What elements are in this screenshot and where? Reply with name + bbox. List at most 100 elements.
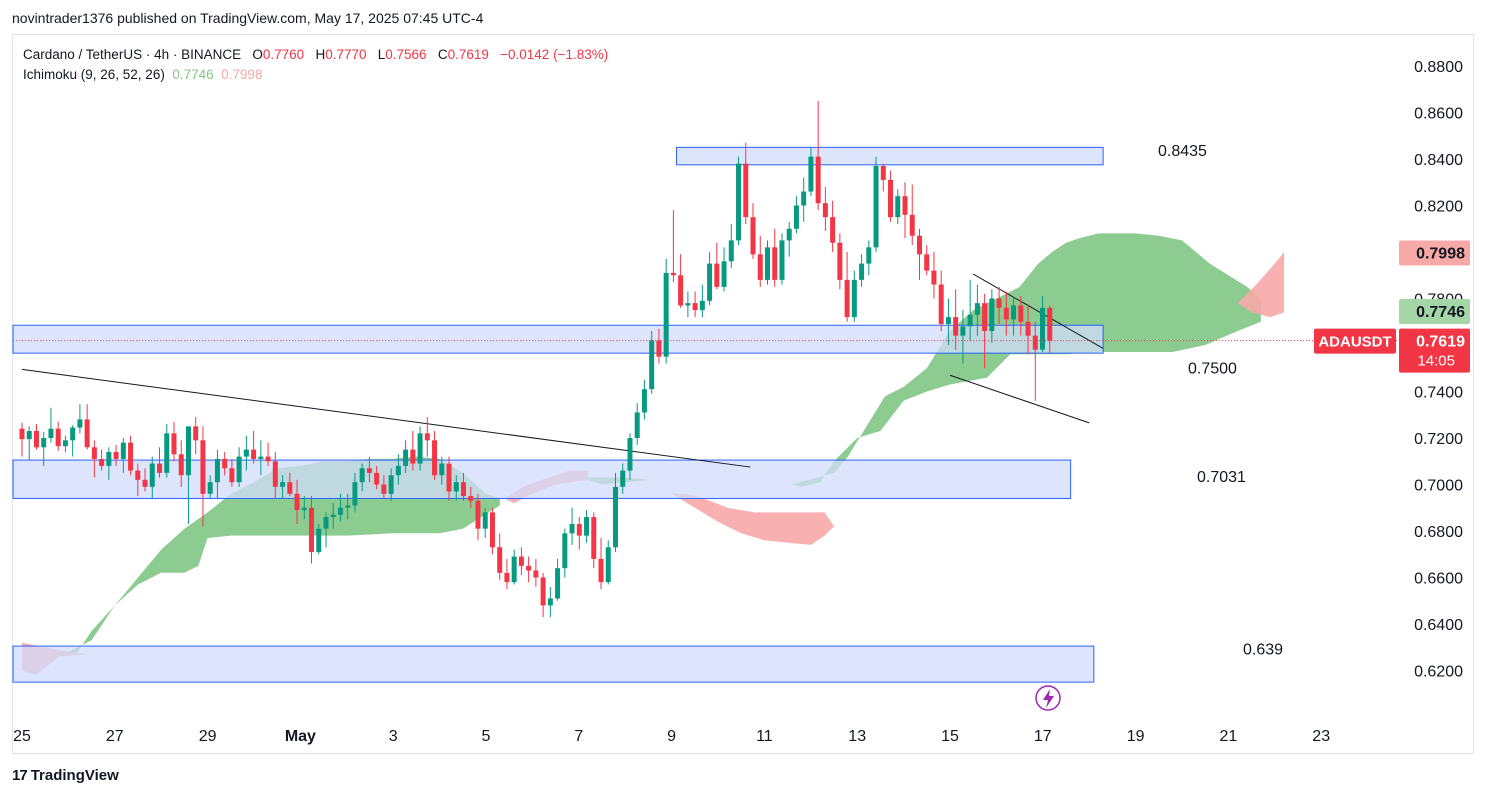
candle-body bbox=[982, 303, 988, 332]
candle-body bbox=[772, 247, 778, 280]
candle-body bbox=[345, 505, 351, 508]
candle-body bbox=[410, 449, 416, 464]
candle-body bbox=[663, 272, 669, 357]
candle-body bbox=[699, 300, 705, 311]
candle-body bbox=[214, 458, 220, 483]
candle-body bbox=[888, 179, 894, 218]
high-value: 0.7770 bbox=[325, 47, 367, 62]
candle-body bbox=[48, 428, 54, 438]
candle-body bbox=[323, 517, 329, 529]
candle-body bbox=[859, 263, 865, 280]
candle-body bbox=[953, 317, 959, 336]
x-axis-tick: 13 bbox=[848, 728, 866, 745]
y-axis-tick: 0.8200 bbox=[1414, 199, 1463, 216]
trendline bbox=[949, 374, 1090, 424]
candle-body bbox=[728, 240, 734, 262]
candle-body bbox=[171, 433, 177, 455]
indicator-label[interactable]: Ichimoku (9, 26, 52, 26) bbox=[23, 67, 165, 82]
symbol-tag-label: ADAUSDT bbox=[1318, 334, 1391, 351]
candle-body bbox=[945, 317, 951, 325]
candle-body bbox=[656, 340, 662, 357]
candle-body bbox=[316, 528, 322, 552]
support-resistance-zone bbox=[12, 324, 1104, 354]
candle-body bbox=[258, 456, 264, 459]
candle-body bbox=[533, 570, 539, 578]
support-resistance-zone bbox=[12, 459, 1072, 499]
candle-body bbox=[84, 419, 90, 448]
candle-body bbox=[381, 484, 387, 494]
low-label: L bbox=[377, 47, 386, 62]
candle-body bbox=[446, 463, 452, 492]
candle-body bbox=[243, 449, 249, 457]
trendline bbox=[972, 273, 1104, 349]
candle-body bbox=[634, 412, 640, 438]
candle-body bbox=[707, 263, 713, 301]
ichimoku-cloud-bullish bbox=[22, 456, 500, 657]
candle-body bbox=[309, 507, 315, 552]
ichimoku-b-value: 0.7998 bbox=[221, 67, 263, 82]
support-resistance-zone bbox=[676, 146, 1104, 166]
candle-body bbox=[33, 431, 39, 448]
candle-body bbox=[280, 482, 286, 487]
candle-body bbox=[931, 270, 937, 285]
candle-body bbox=[880, 165, 886, 180]
candle-body bbox=[504, 572, 510, 583]
candle-body bbox=[511, 556, 517, 583]
candle-body bbox=[366, 468, 372, 473]
candle-body bbox=[1025, 321, 1031, 336]
candle-body bbox=[265, 456, 271, 462]
candle-body bbox=[736, 163, 742, 241]
x-axis-tick: 9 bbox=[667, 728, 676, 745]
candle-body bbox=[113, 451, 119, 459]
candle-body bbox=[468, 496, 474, 501]
axis-price-label: 0.7746 bbox=[1416, 304, 1465, 321]
candle-body bbox=[135, 470, 141, 480]
ichimoku-a-value: 0.7746 bbox=[172, 67, 214, 82]
candle-body bbox=[128, 442, 134, 471]
axis-price-label: 0.7998 bbox=[1416, 245, 1465, 262]
symbol-label[interactable]: Cardano / TetherUS · 4h · BINANCE bbox=[23, 47, 242, 62]
candle-body bbox=[815, 156, 821, 204]
candle-body bbox=[974, 303, 980, 315]
zone-price-label: 0.7031 bbox=[1197, 469, 1246, 486]
candle-body bbox=[685, 303, 691, 306]
candle-body bbox=[714, 263, 720, 287]
change-value: −0.0142 (−1.83%) bbox=[500, 47, 609, 62]
x-axis-tick: 15 bbox=[941, 728, 959, 745]
candle-body bbox=[540, 577, 546, 606]
candle-body bbox=[222, 458, 228, 469]
candle-body bbox=[461, 482, 467, 497]
candle-body bbox=[178, 454, 184, 476]
candle-body bbox=[678, 275, 684, 306]
lightning-bolt-icon bbox=[1043, 689, 1054, 708]
candle-body bbox=[989, 298, 995, 332]
candle-body bbox=[750, 217, 756, 255]
candle-body bbox=[627, 438, 633, 471]
candle-body bbox=[352, 482, 358, 506]
candle-body bbox=[1003, 307, 1009, 320]
candle-body bbox=[497, 547, 503, 573]
candle-body bbox=[236, 456, 242, 483]
candle-body bbox=[395, 465, 401, 476]
axis-price-badge bbox=[1399, 240, 1470, 266]
indicator-legend-row: Ichimoku (9, 26, 52, 26) 0.7746 0.7998 bbox=[23, 65, 608, 85]
candle-body bbox=[482, 512, 488, 529]
candle-body bbox=[916, 235, 922, 255]
candle-body bbox=[605, 547, 611, 583]
candle-body bbox=[251, 449, 257, 459]
candle-body bbox=[793, 205, 799, 229]
ichimoku-cloud-bullish bbox=[792, 233, 1261, 487]
publisher-line: novintrader1376 published on TradingView… bbox=[12, 10, 484, 26]
candle-body bbox=[547, 598, 553, 606]
candle-body bbox=[801, 191, 807, 206]
chart-frame[interactable] bbox=[12, 34, 1474, 754]
candle-body bbox=[417, 433, 423, 464]
candle-body bbox=[779, 240, 785, 280]
candle-body bbox=[584, 517, 590, 536]
tradingview-logo-icon: 17 bbox=[12, 767, 28, 784]
chart-legend: Cardano / TetherUS · 4h · BINANCE O0.776… bbox=[23, 45, 608, 85]
candle-body bbox=[41, 438, 47, 448]
x-axis-tick: 17 bbox=[1034, 728, 1052, 745]
footer-brand[interactable]: 17 TradingView bbox=[12, 767, 119, 784]
